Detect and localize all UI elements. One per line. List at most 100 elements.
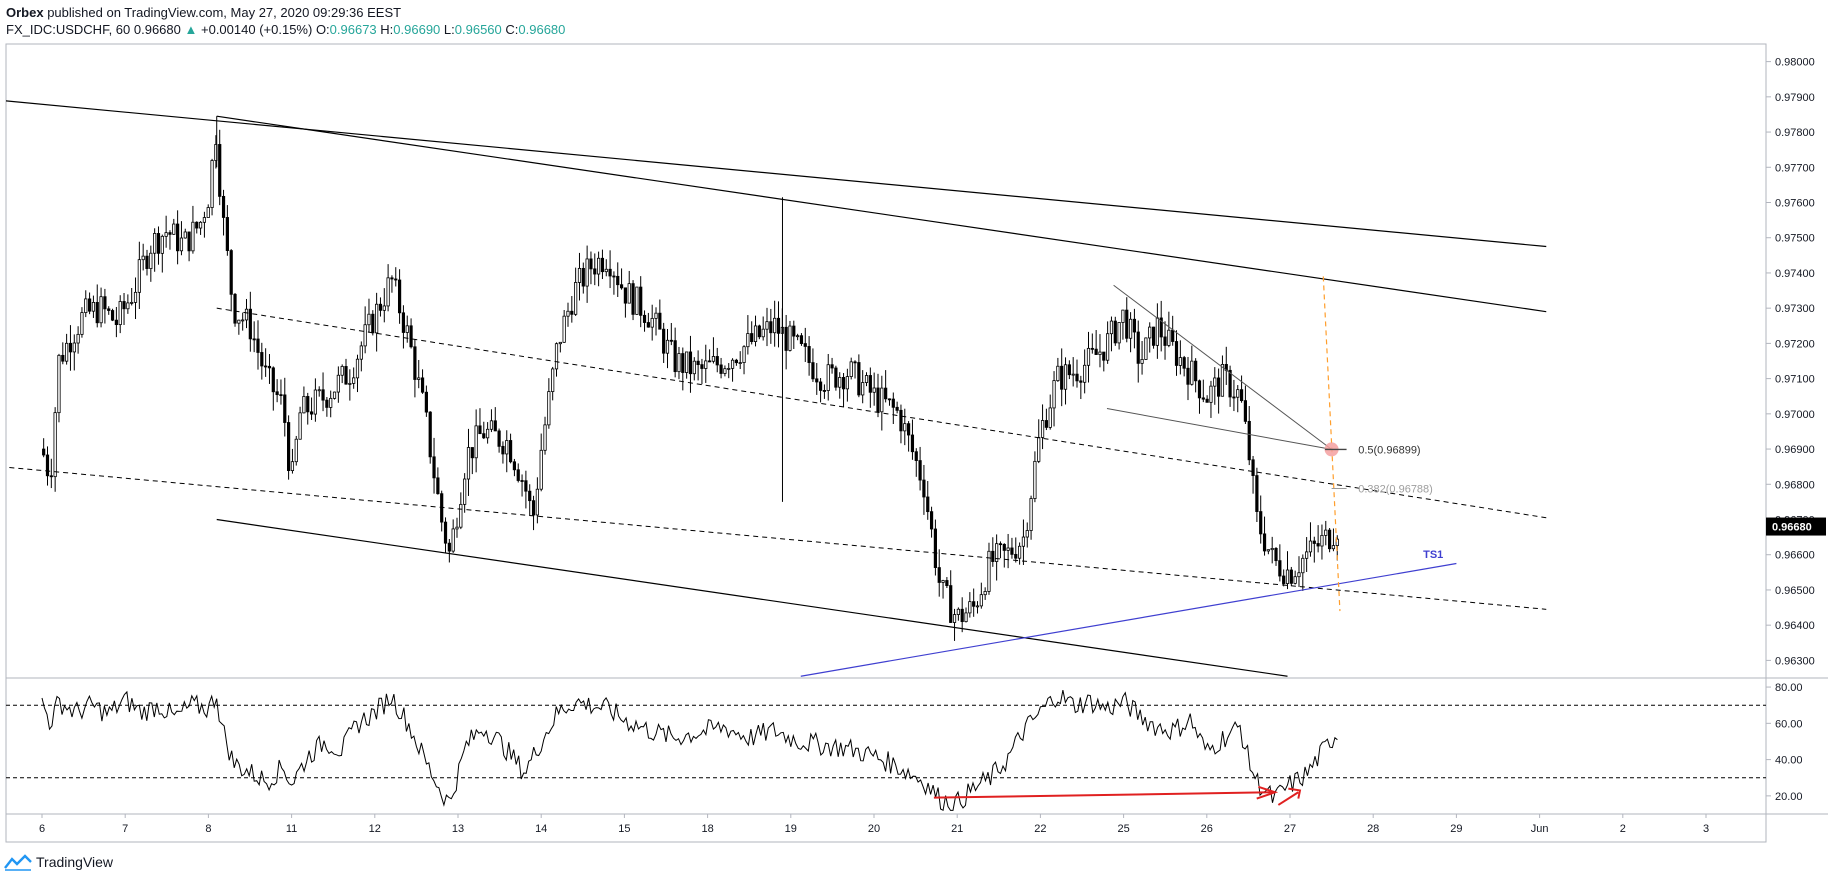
candle-body	[493, 420, 497, 432]
candle-body	[639, 286, 643, 316]
candle-body	[306, 396, 310, 413]
candle-body	[1025, 530, 1029, 538]
candle-body	[907, 423, 911, 436]
candle-body	[133, 291, 138, 303]
candle-body	[1071, 373, 1075, 376]
candle-body	[685, 351, 689, 373]
candle-body	[845, 376, 849, 390]
lower-dashed-line	[6, 466, 1547, 610]
candle-body	[1236, 389, 1240, 398]
candle-body	[198, 221, 203, 229]
candle-body	[1305, 551, 1309, 559]
candle-body	[168, 232, 172, 235]
divergence-arrow-2	[1277, 791, 1299, 806]
open-label: O:	[315, 22, 330, 37]
candle-body	[665, 339, 670, 354]
candle-body	[1136, 331, 1140, 364]
price-tick-label: 0.96500	[1775, 585, 1815, 597]
candle-body	[734, 359, 738, 364]
candle-body	[995, 543, 999, 562]
candle-body	[1052, 380, 1056, 409]
candle-body	[964, 612, 968, 623]
candle-body	[864, 375, 869, 383]
candle-body	[1148, 326, 1152, 339]
candle-body	[122, 301, 126, 310]
candle-body	[1213, 377, 1217, 387]
candle-body	[1063, 364, 1068, 390]
publisher-name[interactable]: Orbex	[6, 5, 44, 20]
candle-body	[279, 394, 283, 397]
candle-body	[1006, 547, 1010, 551]
candle-body	[336, 374, 340, 393]
candle-body	[1155, 317, 1159, 346]
divergence-arrowhead-1	[1256, 785, 1279, 800]
candle-body	[719, 364, 723, 374]
candle-body	[1331, 545, 1336, 550]
candle-body	[922, 479, 926, 498]
last-price-tag	[1766, 517, 1826, 536]
candle-body	[332, 391, 337, 399]
candle-body	[110, 310, 115, 321]
candle-body	[773, 317, 777, 334]
candle-body	[160, 235, 164, 254]
candle-body	[841, 377, 846, 390]
candle-body	[623, 287, 627, 304]
candle-body	[1056, 365, 1060, 382]
time-tick-label: 20	[868, 823, 880, 835]
candle-body	[914, 451, 918, 461]
candle-body	[516, 469, 520, 481]
candle-body	[508, 440, 513, 463]
rsi-tick-label: 40.00	[1775, 755, 1803, 767]
candle-body	[642, 314, 647, 323]
candle-body	[604, 268, 608, 273]
candle-body	[941, 580, 945, 583]
price-tick-label: 0.96600	[1775, 550, 1815, 562]
candle-body	[84, 298, 88, 313]
tradingview-brand[interactable]: TradingView	[36, 854, 114, 870]
rsi-tick-label: 80.00	[1775, 682, 1803, 694]
candle-body	[949, 585, 953, 623]
wedge-top-line	[1113, 284, 1332, 450]
candle-body	[417, 377, 421, 380]
tradingview-logo-icon[interactable]	[4, 853, 32, 871]
candle-body	[593, 268, 597, 275]
candle-body	[562, 315, 566, 343]
candle-body	[340, 366, 344, 376]
candle-body	[788, 325, 792, 351]
time-tick-label: 27	[1284, 823, 1296, 835]
low-label: L:	[443, 22, 455, 37]
candle-body	[727, 367, 731, 370]
candle-body	[1217, 377, 1221, 397]
candle-body	[428, 411, 432, 458]
candle-body	[172, 223, 176, 235]
candle-body	[1220, 364, 1225, 397]
price-tick-label: 0.97600	[1775, 198, 1815, 210]
candle-body	[887, 398, 892, 401]
candle-body	[1140, 359, 1144, 364]
candle-body	[497, 430, 501, 447]
candle-body	[355, 358, 360, 379]
candle-body	[830, 364, 834, 369]
time-tick-label: 2	[1620, 823, 1626, 835]
candle-body	[1125, 309, 1129, 339]
candle-body	[451, 528, 455, 552]
candle-body	[195, 221, 199, 229]
time-tick-label: Jun	[1531, 823, 1549, 835]
candle-body	[1167, 329, 1171, 346]
candle-body	[619, 284, 624, 289]
candle-body	[302, 396, 306, 414]
candle-body	[723, 368, 727, 374]
candle-body	[1190, 360, 1194, 385]
candle-body	[1285, 569, 1290, 584]
candle-body	[849, 361, 853, 377]
candle-body	[505, 440, 509, 455]
candle-body	[838, 377, 842, 388]
candle-body	[1094, 348, 1098, 355]
candle-body	[1121, 309, 1125, 323]
candle-body	[658, 312, 662, 330]
candle-body	[933, 528, 938, 568]
candle-body	[975, 605, 980, 608]
chart-frame	[5, 43, 1767, 843]
candle-body	[681, 353, 685, 373]
